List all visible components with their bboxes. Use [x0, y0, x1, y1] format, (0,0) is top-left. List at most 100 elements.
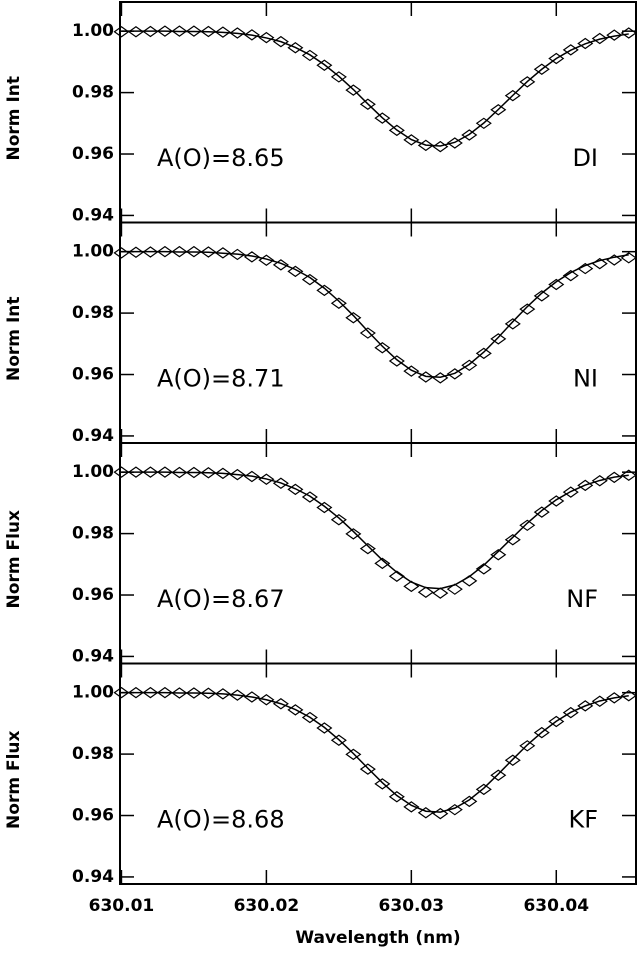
data-point — [577, 479, 594, 492]
data-point — [519, 519, 536, 532]
data-point — [446, 803, 463, 816]
data-point — [403, 580, 420, 593]
data-point — [432, 807, 449, 820]
y-tick-label: 0.98 — [72, 744, 114, 764]
data-point — [258, 254, 275, 267]
data-point — [243, 251, 260, 263]
data-point — [490, 333, 507, 345]
data-point — [185, 25, 202, 37]
data-point — [345, 748, 362, 761]
data-point — [345, 311, 362, 324]
y-tick-label: 0.94 — [72, 646, 114, 666]
data-point — [548, 52, 565, 65]
data-point — [446, 583, 463, 595]
data-point — [591, 475, 608, 487]
data-point — [533, 726, 550, 739]
data-point — [258, 694, 275, 706]
data-point — [185, 245, 202, 258]
data-point — [316, 284, 333, 297]
data-point — [301, 273, 318, 286]
data-point — [171, 245, 188, 258]
data-point — [200, 467, 217, 479]
data-point — [142, 466, 159, 478]
data-point — [127, 686, 144, 699]
data-point — [432, 372, 449, 384]
data-point — [606, 471, 623, 484]
data-point — [127, 26, 144, 38]
model-line — [121, 30, 629, 147]
data-point — [533, 63, 550, 75]
y-tick-label: 0.98 — [72, 303, 114, 323]
data-point — [475, 783, 492, 796]
data-point — [504, 89, 521, 102]
y-tick-label: 1.00 — [72, 21, 114, 41]
data-point — [301, 711, 318, 724]
data-point — [562, 44, 579, 56]
y-axis-label: Norm Flux — [4, 510, 24, 608]
data-point — [287, 483, 304, 496]
data-point — [562, 269, 579, 282]
data-point — [185, 466, 202, 479]
y-tick-label: 0.98 — [72, 83, 114, 103]
data-point — [200, 25, 217, 38]
annotation: A(O)=8.67 — [157, 585, 285, 613]
data-point — [258, 473, 275, 485]
data-point — [417, 586, 434, 598]
data-point — [432, 587, 449, 599]
data-point — [577, 37, 594, 50]
data-point — [490, 769, 507, 782]
data-point — [417, 139, 434, 152]
panel-label: DI — [572, 144, 598, 172]
data-point — [374, 778, 391, 790]
data-point — [229, 689, 246, 701]
data-point — [620, 27, 637, 39]
panel-label: NI — [573, 365, 598, 393]
data-point — [171, 466, 188, 479]
data-point — [316, 59, 333, 72]
y-tick-label: 0.96 — [72, 144, 114, 164]
data-point — [446, 368, 463, 380]
data-point — [591, 695, 608, 708]
data-point — [330, 734, 347, 747]
panel-frame — [119, 442, 637, 665]
data-point — [142, 25, 159, 38]
data-point — [156, 686, 173, 699]
data-point — [113, 686, 130, 699]
data-point — [403, 365, 420, 377]
data-point — [591, 32, 608, 45]
data-point — [171, 687, 188, 699]
data-point — [142, 686, 159, 699]
data-point — [562, 706, 579, 719]
data-point — [606, 692, 623, 704]
data-point — [461, 575, 478, 587]
data-point — [548, 715, 565, 728]
data-point — [359, 98, 376, 111]
data-point — [287, 265, 304, 278]
data-point — [214, 467, 231, 480]
data-point — [287, 42, 304, 54]
data-point — [243, 29, 260, 41]
data-point — [461, 129, 478, 141]
data-point — [562, 486, 579, 498]
data-point — [620, 252, 637, 264]
y-tick-label: 0.94 — [72, 867, 114, 887]
data-point — [229, 27, 246, 39]
annotation: A(O)=8.71 — [157, 365, 285, 393]
data-point — [461, 795, 478, 808]
y-tick-label: 0.94 — [72, 426, 114, 446]
model-line — [121, 250, 629, 379]
y-tick-label: 0.96 — [72, 806, 114, 826]
data-point — [200, 687, 217, 700]
data-point — [403, 801, 420, 813]
data-point — [359, 542, 376, 555]
data-point — [113, 466, 130, 478]
data-point — [374, 112, 391, 124]
y-tick-label: 0.96 — [72, 585, 114, 605]
data-point — [156, 25, 173, 37]
data-point — [316, 722, 333, 734]
y-tick-label: 0.96 — [72, 365, 114, 385]
x-axis-label: Wavelength (nm) — [295, 928, 460, 948]
data-point — [388, 570, 405, 583]
model-line — [121, 691, 629, 813]
model-line — [121, 471, 629, 590]
